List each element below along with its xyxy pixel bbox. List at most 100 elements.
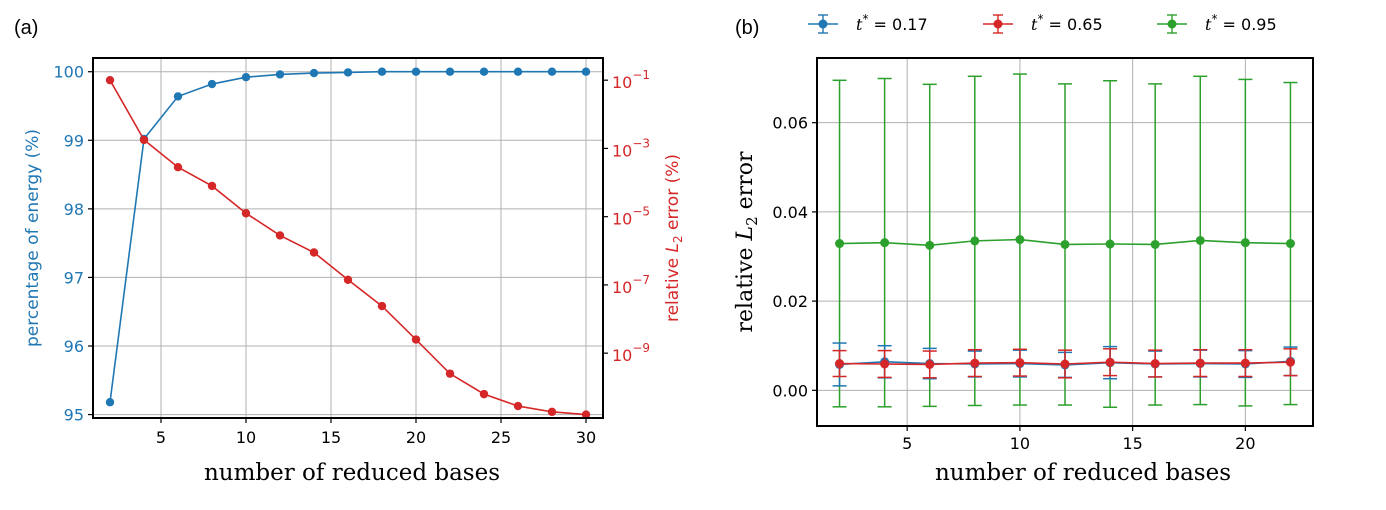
chart-a-series xyxy=(105,67,591,419)
chart-a-error-point xyxy=(105,75,115,85)
chart-b-point-t095 xyxy=(925,240,935,250)
chart-a-left-tick-label: 97 xyxy=(64,268,84,287)
chart-a-energy-point xyxy=(479,67,489,76)
chart-a-grid xyxy=(93,58,603,418)
chart-b-y-axis-label-suffix: error xyxy=(733,151,758,216)
chart-a-error-point xyxy=(445,369,455,378)
chart-b-point-t065 xyxy=(1150,359,1160,369)
chart-a-energy-point xyxy=(581,67,591,76)
chart-b-point-t065 xyxy=(1285,357,1295,367)
chart-a-energy-point xyxy=(513,67,523,76)
chart-a-right-tick-base: 10 xyxy=(612,73,632,92)
chart-a-right-tick-base: 10 xyxy=(612,346,632,365)
chart-a-energy-point xyxy=(309,68,319,78)
chart-b-legend-label-value: = 0.17 xyxy=(868,15,927,34)
chart-b-x-tick-label: 5 xyxy=(902,434,912,453)
chart-b-legend-label-value: = 0.65 xyxy=(1043,15,1102,34)
chart-b-legend-marker xyxy=(1167,19,1177,29)
chart-b-x-ticks: 5 10 15 20 xyxy=(902,426,1256,453)
chart-a-error-point xyxy=(173,162,183,172)
chart-a-right-axis-label-suffix: error (%) xyxy=(663,154,683,235)
chart-a-right-axis-label: relative L2 error (%) xyxy=(663,154,685,322)
chart-a-error-line xyxy=(109,79,587,416)
chart-b-y-tick-label: 0.06 xyxy=(772,114,808,133)
chart-b-legend-entry-t017: t* = 0.17 xyxy=(808,12,928,34)
chart-a-right-tick-label: 10−3 xyxy=(612,136,650,160)
chart-a-left-tick-label: 96 xyxy=(64,337,84,356)
chart-a-x-tick-label: 25 xyxy=(491,428,511,447)
chart-b-y-axis-label-math: L xyxy=(733,226,758,242)
chart-a-error-point xyxy=(309,248,319,257)
chart-a-left-tick-label: 100 xyxy=(53,63,84,82)
chart-a-error-point xyxy=(479,389,489,399)
chart-b: t* = 0.17 t* = 0.65 t* = 0.95 5 10 15 20 0.00… xyxy=(733,12,1314,486)
chart-a-right-ticks: 10−110−310−510−710−9 xyxy=(603,68,650,365)
chart-b-legend-entry-t095: t* = 0.95 xyxy=(1157,12,1277,34)
chart-a-error-point xyxy=(275,231,285,240)
chart-b-x-axis-label: number of reduced bases xyxy=(935,460,1231,486)
chart-b-point-t095 xyxy=(1150,239,1160,249)
chart-b-legend: t* = 0.17 t* = 0.65 t* = 0.95 xyxy=(808,12,1277,34)
chart-a-energy-point xyxy=(343,68,353,77)
chart-a-right-tick-exponent: −1 xyxy=(632,68,650,82)
panel-b-label: (b) xyxy=(735,17,759,39)
chart-b-y-axis-label-sub: 2 xyxy=(743,216,761,226)
chart-b-legend-marker xyxy=(818,19,828,29)
chart-b-legend-label: t* = 0.65 xyxy=(1031,12,1103,34)
chart-a-energy-point xyxy=(207,79,217,89)
chart-a-error-point xyxy=(207,181,217,191)
chart-a-error-point xyxy=(241,209,251,218)
chart-a-x-tick-label: 30 xyxy=(576,428,596,447)
chart-b-point-t095 xyxy=(970,236,980,246)
chart-a-energy-point xyxy=(173,92,183,101)
chart-b-point-t095 xyxy=(1060,239,1070,249)
chart-b-y-axis-label-prefix: relative xyxy=(733,240,758,332)
chart-a-x-ticks: 5 10 15 20 25 30 xyxy=(156,418,596,447)
chart-a-right-tick-exponent: −3 xyxy=(632,136,650,150)
chart-b-y-tick-label: 0.04 xyxy=(772,203,808,222)
chart-b-legend-label-sup: * xyxy=(862,12,868,26)
chart-b-legend-label-value: = 0.95 xyxy=(1217,15,1276,34)
chart-b-point-t095 xyxy=(835,239,845,249)
chart-a-right-tick-exponent: −5 xyxy=(632,205,650,219)
chart-a-right-axis-label-sub: 2 xyxy=(671,235,685,243)
chart-a-right-axis-label-math: L xyxy=(663,243,683,252)
chart-b-x-tick-label: 10 xyxy=(1010,434,1030,453)
chart-b-point-t095 xyxy=(1015,235,1025,245)
chart-a-right-tick-base: 10 xyxy=(612,278,632,297)
chart-b-y-ticks: 0.00 0.02 0.04 0.06 xyxy=(772,114,817,400)
chart-a-right-tick-label: 10−1 xyxy=(612,68,650,92)
chart-b-legend-marker xyxy=(993,19,1003,29)
chart-a-left-tick-label: 98 xyxy=(64,200,84,219)
chart-b-legend-label-math: t xyxy=(1031,15,1038,34)
chart-a-right-tick-label: 10−7 xyxy=(612,273,650,297)
chart-b-point-t065 xyxy=(1195,358,1205,368)
chart-b-point-t065 xyxy=(835,359,845,369)
chart-b-point-t065 xyxy=(1240,358,1250,368)
chart-b-frame xyxy=(816,57,1314,427)
chart-b-point-t065 xyxy=(1015,358,1025,368)
chart-b-point-t065 xyxy=(970,358,980,368)
chart-a-error-point xyxy=(343,275,353,285)
chart-a-energy-point xyxy=(275,70,285,79)
chart-a-right-axis-label-prefix: relative xyxy=(663,252,683,322)
chart-b-point-t095 xyxy=(1285,239,1295,249)
chart-b-x-tick-label: 20 xyxy=(1235,434,1255,453)
chart-a-error-point xyxy=(513,401,523,411)
chart-a-error-point xyxy=(581,410,591,419)
chart-a-right-tick-label: 10−5 xyxy=(612,205,650,229)
chart-a-energy-point xyxy=(105,398,115,407)
chart-a-energy-point xyxy=(411,67,421,76)
chart-b-legend-label-sup: * xyxy=(1211,12,1217,26)
chart-a-x-tick-label: 20 xyxy=(406,428,426,447)
chart-a-right-tick-exponent: −7 xyxy=(632,273,650,287)
chart-b-series xyxy=(832,73,1298,409)
chart-a-x-tick-label: 15 xyxy=(321,428,341,447)
chart-b-legend-entry-t065: t* = 0.65 xyxy=(983,12,1103,34)
chart-b-point-t065 xyxy=(1060,359,1070,369)
chart-b-legend-label: t* = 0.95 xyxy=(1205,12,1277,34)
chart-a-energy-point xyxy=(547,67,557,76)
chart-b-y-tick-label: 0.02 xyxy=(772,292,808,311)
